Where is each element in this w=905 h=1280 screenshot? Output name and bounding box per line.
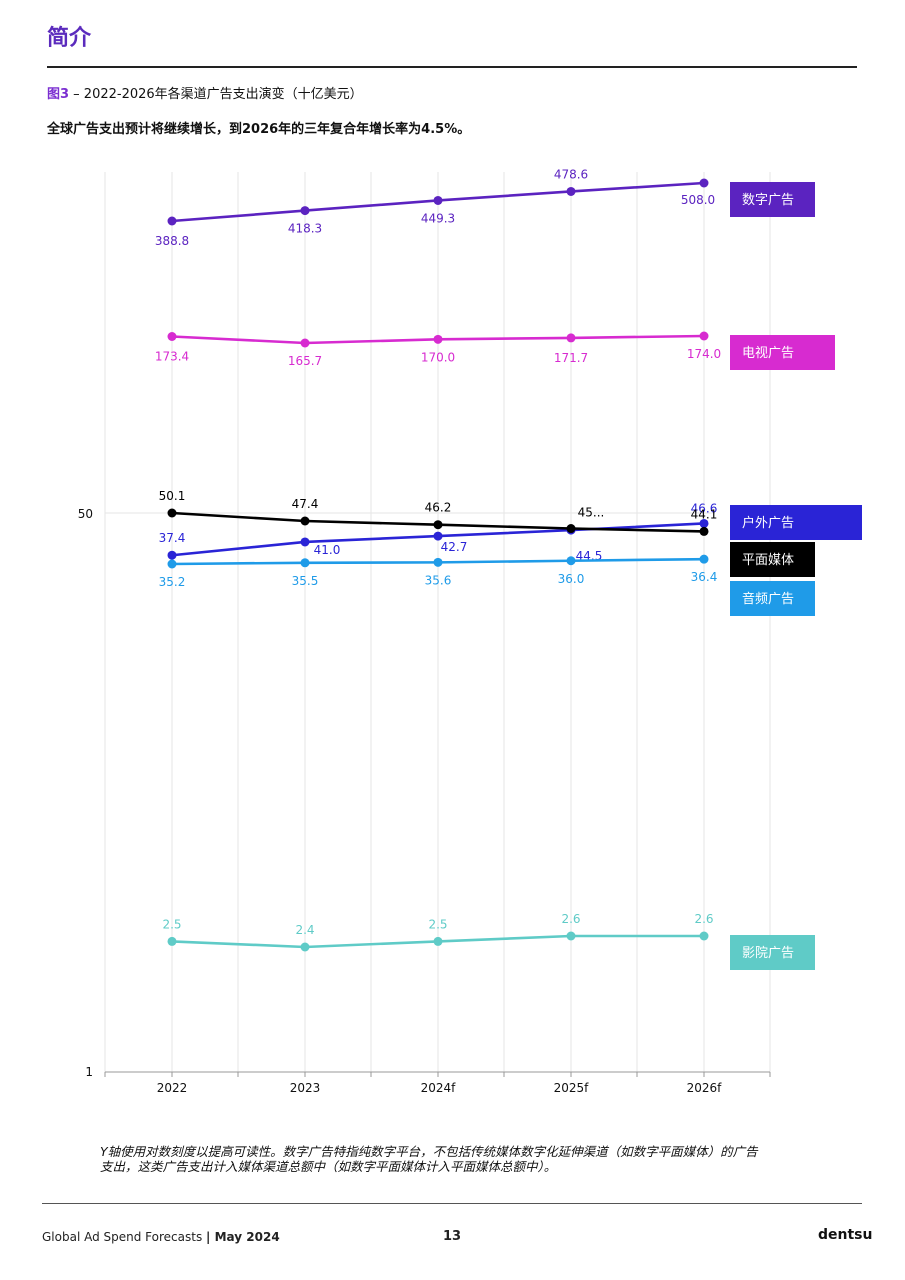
data-point — [433, 557, 443, 567]
y-tick-label: 1 — [85, 1065, 93, 1079]
legend-label: 平面媒体 — [742, 553, 794, 568]
data-point — [699, 554, 709, 564]
data-label: 2.6 — [694, 912, 713, 926]
data-label: 42.7 — [441, 540, 468, 554]
x-tick-label: 2026f — [687, 1081, 723, 1095]
footer-rule — [42, 1203, 862, 1204]
data-label: 508.0 — [681, 193, 715, 207]
data-point — [300, 206, 310, 216]
footer-separator: | — [206, 1230, 211, 1244]
legend-label: 音频广告 — [742, 591, 794, 607]
data-label: 171.7 — [554, 351, 588, 365]
data-point — [300, 942, 310, 952]
data-label: 388.8 — [155, 234, 189, 248]
data-point — [167, 936, 177, 946]
data-label: 37.4 — [159, 531, 186, 545]
data-point — [167, 331, 177, 341]
data-label: 44.1 — [691, 507, 718, 521]
data-label: 50.1 — [159, 489, 186, 503]
data-point — [167, 550, 177, 560]
title-rule — [47, 66, 857, 68]
data-point — [566, 524, 576, 534]
data-label: 2.4 — [295, 923, 314, 937]
data-point — [566, 931, 576, 941]
legend-swatch — [730, 335, 835, 370]
x-tick-label: 2025f — [554, 1081, 590, 1095]
legend-swatch — [730, 505, 862, 540]
figure-number: 图3 — [47, 87, 70, 102]
footer-source: Global Ad Spend Forecasts | May 2024 — [42, 1230, 280, 1244]
data-point — [699, 526, 709, 536]
legend-label: 数字广告 — [742, 193, 794, 208]
data-point — [167, 216, 177, 226]
data-label: 41.0 — [314, 543, 341, 557]
data-label: 2.5 — [162, 917, 181, 931]
figure-caption: 图3 – 2022-2026年各渠道广告支出演变（十亿美元） — [47, 83, 363, 102]
data-label: 35.6 — [425, 573, 452, 587]
footnote: Y轴使用对数刻度以提高可读性。数字广告特指纯数字平台，不包括传统媒体数字化延伸渠… — [100, 1144, 758, 1174]
data-label: 170.0 — [421, 350, 455, 364]
data-label: 45... — [578, 506, 605, 520]
data-point — [433, 195, 443, 205]
page-number: 13 — [443, 1229, 462, 1244]
data-point — [300, 558, 310, 568]
chart-subtitle: 全球广告支出预计将继续增长，到2026年的三年复合年增长率为4.5%。 — [47, 122, 471, 137]
data-label: 46.6 — [691, 501, 718, 515]
x-tick-label: 2024f — [421, 1081, 457, 1095]
footer-date: May 2024 — [210, 1230, 280, 1244]
data-label: 418.3 — [288, 222, 322, 236]
data-point — [300, 338, 310, 348]
legend-swatch — [730, 935, 815, 970]
y-tick-label: 50 — [78, 507, 93, 521]
legend-label: 户外广告 — [742, 515, 794, 531]
data-point — [699, 178, 709, 188]
page-title: 简介 — [47, 26, 92, 51]
data-point — [699, 331, 709, 341]
data-point — [566, 556, 576, 566]
data-label: 35.5 — [292, 574, 319, 588]
data-point — [433, 531, 443, 541]
figure-caption-text: – 2022-2026年各渠道广告支出演变（十亿美元） — [69, 87, 363, 102]
data-label: 46.2 — [425, 501, 452, 515]
data-label: 478.6 — [554, 167, 588, 181]
data-label: 449.3 — [421, 211, 455, 225]
data-label: 35.2 — [159, 575, 186, 589]
data-point — [167, 508, 177, 518]
data-point — [300, 516, 310, 526]
data-point — [566, 333, 576, 343]
data-label: 2.5 — [428, 917, 447, 931]
data-label: 36.4 — [691, 570, 718, 584]
data-label: 173.4 — [155, 349, 189, 363]
data-label: 165.7 — [288, 354, 322, 368]
x-tick-label: 2022 — [157, 1081, 188, 1095]
data-point — [566, 186, 576, 196]
data-label: 2.6 — [561, 912, 580, 926]
footer-source-text: Global Ad Spend Forecasts — [42, 1230, 203, 1244]
data-label: 36.0 — [558, 572, 585, 586]
data-point — [433, 936, 443, 946]
legend-label: 电视广告 — [742, 346, 794, 361]
legend-swatch — [730, 542, 815, 577]
data-label: 47.4 — [292, 497, 319, 511]
data-point — [300, 537, 310, 547]
data-point — [433, 520, 443, 530]
legend-swatch — [730, 182, 815, 217]
x-tick-label: 2023 — [290, 1081, 321, 1095]
brand-logo: dentsu — [818, 1227, 873, 1243]
line-chart: 2022 2023 2024f 2025f 2026f 1 50 388.8 418.3 449.… — [78, 167, 862, 1095]
legend-swatch — [730, 581, 815, 616]
data-label: 174.0 — [687, 347, 721, 361]
data-point — [699, 518, 709, 528]
data-point — [699, 931, 709, 941]
data-point — [433, 334, 443, 344]
data-point — [167, 559, 177, 569]
legend-label: 影院广告 — [742, 946, 794, 961]
